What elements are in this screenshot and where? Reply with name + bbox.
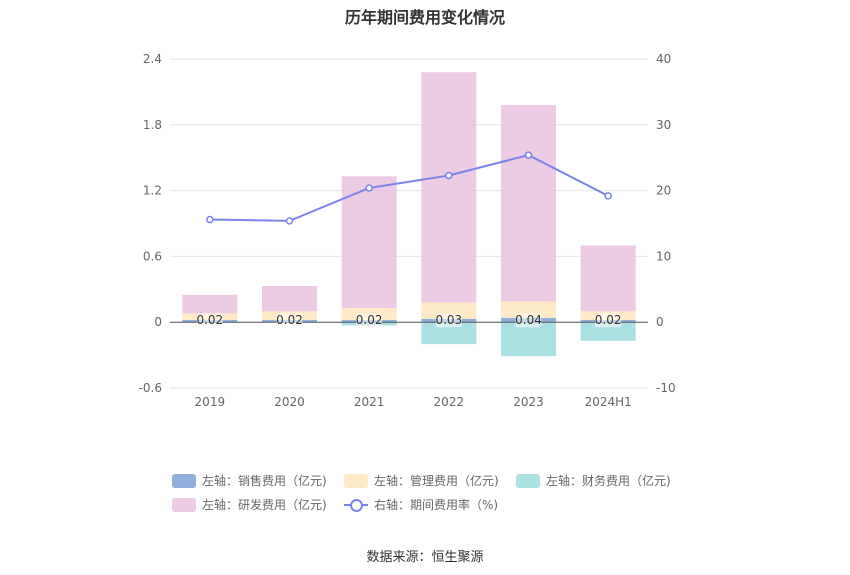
data-label-bg <box>196 313 223 328</box>
legend-item-sales[interactable]: 左轴：销售费用（亿元) <box>172 472 327 489</box>
left-tick-label: 1.2 <box>143 184 162 198</box>
x-tick-label: 2023 <box>513 395 544 409</box>
rate-point <box>445 171 453 180</box>
x-tick-label: 2019 <box>195 395 226 409</box>
data-label-bg <box>515 313 542 328</box>
legend-swatch-sales <box>172 473 196 488</box>
legend-item-finance[interactable]: 左轴：财务费用（亿元) <box>516 472 671 489</box>
right-tick-label: 0 <box>656 315 664 329</box>
x-tick-label: 2021 <box>354 395 385 409</box>
legend-item-admin[interactable]: 左轴：管理费用（亿元) <box>344 472 499 489</box>
legend-label-finance: 左轴：财务费用（亿元) <box>546 474 671 488</box>
legend-swatch-rate <box>344 498 368 512</box>
bar-rd <box>182 294 238 314</box>
bar-admin <box>421 302 477 319</box>
legend-swatch-admin <box>344 473 368 488</box>
data-label: 0.02 <box>196 313 223 327</box>
rate-point <box>285 217 294 225</box>
left-tick-label: 0.6 <box>143 249 162 263</box>
bar-rd <box>580 245 636 312</box>
rate-line <box>209 154 609 222</box>
legend-label-admin: 左轴：管理费用（亿元) <box>374 474 499 488</box>
bar-finance <box>580 322 636 341</box>
bar-rd <box>262 286 317 312</box>
left-tick-label: 1.8 <box>143 118 162 132</box>
x-tick-label: 2020 <box>274 395 305 409</box>
bar-finance <box>421 322 477 345</box>
data-label: 0.02 <box>276 313 303 327</box>
data-label-bg <box>595 313 622 328</box>
legend-swatch-finance <box>516 473 540 488</box>
legend-item-rd[interactable]: 左轴：研发费用（亿元) <box>172 496 327 513</box>
data-label-bg <box>435 313 462 328</box>
bar-finance <box>501 322 556 357</box>
rate-point <box>524 151 533 159</box>
data-label: 0.02 <box>356 313 383 327</box>
bar-rd <box>341 176 397 308</box>
bar-admin <box>501 301 556 318</box>
left-tick-label: -0.6 <box>139 381 162 395</box>
data-label: 0.03 <box>435 313 462 327</box>
data-label: 0.02 <box>595 313 622 327</box>
data-label: 0.04 <box>515 313 542 327</box>
legend-label-rd: 左轴：研发费用（亿元) <box>202 498 327 512</box>
data-source: 数据来源：恒生聚源 <box>366 550 484 565</box>
right-tick-label: 10 <box>656 249 671 263</box>
legend-label-sales: 左轴：销售费用（亿元) <box>202 474 327 488</box>
legend-item-rate[interactable]: 右轴：期间费用率（%) <box>344 496 498 513</box>
rate-point <box>604 192 612 200</box>
right-tick-label: 20 <box>656 184 671 198</box>
left-tick-label: 0 <box>154 315 162 329</box>
rate-point <box>365 184 373 192</box>
right-tick-label: 30 <box>656 118 671 132</box>
legend-swatch-rd <box>172 497 196 512</box>
bar-rd <box>501 105 556 302</box>
data-label-bg <box>276 313 303 328</box>
left-tick-label: 2.4 <box>143 52 162 66</box>
bar-rd <box>421 72 477 303</box>
data-label-bg <box>356 313 383 328</box>
x-tick-label: 2024H1 <box>585 395 632 409</box>
rate-point <box>206 215 214 224</box>
right-tick-label: -10 <box>656 381 676 395</box>
legend-label-rate: 右轴：期间费用率（%) <box>374 498 499 512</box>
right-tick-label: 40 <box>656 52 671 66</box>
x-tick-label: 2022 <box>434 395 465 409</box>
chart-title: 历年期间费用变化情况 <box>344 8 505 27</box>
